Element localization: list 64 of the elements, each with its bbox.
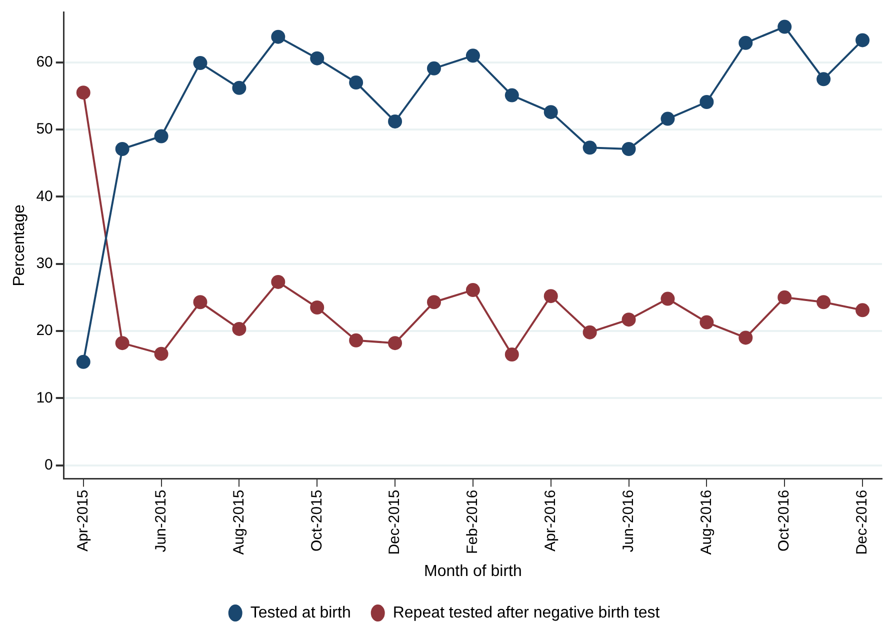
point	[193, 56, 208, 70]
point	[271, 30, 286, 44]
y-tick-label: 0	[44, 456, 53, 474]
x-tick-label: Jun-2016	[620, 490, 637, 552]
x-tick-label: Oct-2016	[776, 490, 793, 552]
x-tick-label: Apr-2016	[542, 490, 559, 552]
y-tick-label: 40	[36, 188, 53, 205]
point	[349, 76, 364, 90]
y-axis-title: Percentage	[11, 204, 28, 286]
point	[622, 312, 636, 327]
y-tick-label: 30	[36, 254, 53, 272]
point	[544, 289, 558, 304]
y-tick-label: 10	[36, 389, 53, 406]
x-tick-label: Jun-2015	[152, 490, 170, 552]
point	[738, 330, 753, 345]
legend-label: Tested at birth	[250, 604, 351, 622]
y-tick-label: 20	[36, 322, 53, 340]
point	[582, 325, 597, 340]
x-tick-label: Dec-2016	[854, 490, 871, 555]
point	[778, 20, 792, 34]
point	[232, 322, 246, 336]
point	[700, 315, 714, 330]
x-tick-label: Oct-2015	[308, 490, 326, 552]
point	[504, 88, 519, 102]
point	[816, 295, 831, 310]
point	[856, 303, 870, 318]
point	[232, 80, 246, 95]
x-tick-label: Dec-2015	[386, 490, 404, 555]
point	[349, 333, 364, 348]
point	[388, 336, 402, 350]
point	[271, 274, 286, 289]
point	[310, 300, 324, 314]
point	[466, 283, 480, 298]
point	[816, 72, 831, 86]
y-tick-label: 60	[36, 54, 53, 71]
point	[193, 295, 208, 310]
point	[115, 336, 130, 350]
x-tick-label: Aug-2015	[230, 490, 248, 555]
point	[154, 129, 168, 144]
x-axis-title: Month of birth	[424, 562, 522, 580]
point	[856, 33, 870, 48]
y-tick-label: 50	[36, 120, 53, 138]
point	[388, 114, 402, 128]
legend-label: Repeat tested after negative birth test	[392, 604, 660, 622]
point	[426, 295, 441, 310]
point	[76, 354, 90, 369]
point	[310, 51, 324, 66]
point	[660, 292, 675, 306]
x-tick-label: Feb-2016	[464, 490, 482, 554]
point	[504, 348, 519, 362]
point	[426, 61, 441, 76]
x-tick-label: Apr-2015	[74, 490, 92, 552]
point	[778, 290, 792, 304]
x-tick-label: Aug-2016	[698, 490, 715, 555]
point	[544, 105, 558, 120]
point	[76, 86, 90, 100]
point	[738, 36, 753, 50]
point	[466, 48, 480, 63]
point	[660, 112, 675, 126]
point	[115, 142, 130, 156]
point	[582, 140, 597, 155]
point	[622, 142, 636, 156]
point	[700, 94, 714, 109]
point	[154, 346, 168, 361]
